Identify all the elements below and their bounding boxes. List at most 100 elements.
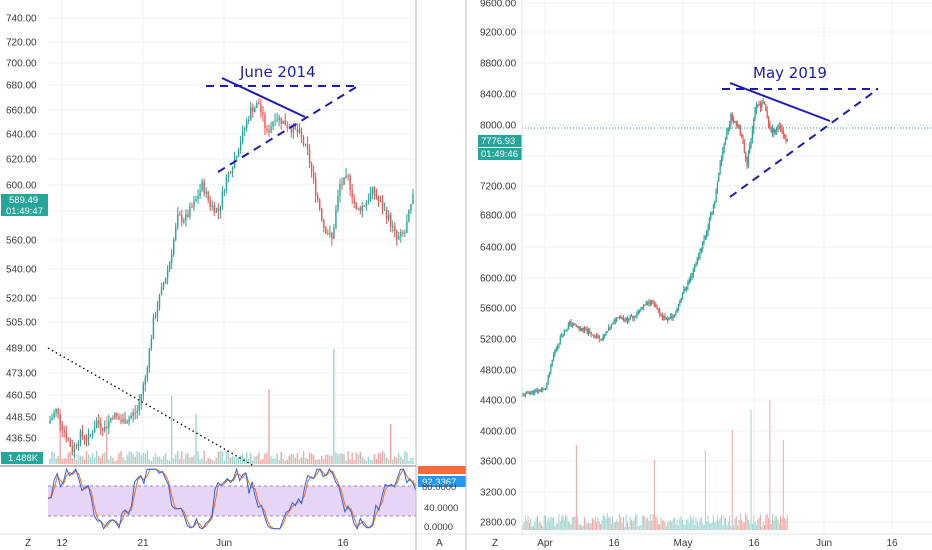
right-candle-body	[634, 316, 637, 318]
left-candle-body	[132, 412, 134, 416]
right-candle-body	[700, 248, 702, 251]
left-time-tag-text: 01:49:47	[6, 206, 43, 217]
right-time-axis[interactable]: Apr 16 May 16 Jun 16	[537, 538, 898, 549]
right-volume-bar	[653, 460, 655, 530]
left-volume-bar	[195, 414, 197, 464]
right-triangle-upper-trendline[interactable]	[729, 82, 831, 122]
right-candle-body	[620, 316, 622, 319]
left-candle-body	[304, 143, 307, 145]
left-candle-body	[308, 149, 311, 164]
right-x-tick-label: 16	[608, 538, 620, 549]
left-volume-bar	[181, 450, 183, 464]
left-auto-scale-button[interactable]: A	[436, 538, 443, 549]
right-candle-body	[661, 314, 663, 318]
right-candle-body	[694, 266, 696, 271]
left-candle-body	[89, 433, 92, 435]
right-candle-body	[761, 103, 763, 108]
right-volume-bar	[555, 523, 557, 530]
right-volume-bar	[630, 519, 632, 530]
left-drawings[interactable]	[47, 77, 360, 467]
right-candle-body	[765, 104, 767, 112]
left-volume-bar	[106, 416, 108, 464]
right-volume-bar	[633, 518, 635, 530]
left-volume-bar	[69, 451, 72, 464]
left-candle-body	[158, 294, 161, 308]
right-volume-bar	[628, 526, 630, 530]
right-volume-bar	[706, 520, 708, 530]
left-volume-bar	[112, 457, 114, 464]
left-x-tick-label: 12	[56, 538, 68, 549]
right-candle-body	[683, 288, 685, 294]
right-volume-bar	[549, 520, 551, 530]
right-candle-body	[539, 390, 541, 392]
right-candle-body	[554, 350, 556, 355]
left-candle-body	[197, 195, 199, 199]
right-volume-bar	[585, 521, 587, 530]
left-chart-panel[interactable]: 740.00 720.00 700.00 680.00 660.00 640.00 620.…	[0, 0, 467, 550]
right-candle-body	[727, 127, 729, 133]
right-drawings[interactable]	[722, 82, 879, 198]
left-candle-body	[93, 427, 96, 433]
right-volume-bar	[613, 522, 615, 530]
left-price-axis[interactable]: 740.00 720.00 700.00 680.00 660.00 640.00 620.…	[6, 14, 37, 445]
right-candle-body	[747, 152, 749, 166]
right-candle-body	[595, 336, 598, 338]
right-candle-body	[671, 316, 673, 319]
right-volume-bar	[574, 516, 576, 530]
left-volume-bar	[400, 456, 402, 464]
right-candle-body	[555, 348, 557, 351]
right-volume-bar	[727, 522, 729, 530]
left-triangle-upper-trendline[interactable]	[221, 77, 306, 118]
left-volume-bar	[321, 455, 323, 464]
right-candle-body	[770, 128, 772, 133]
left-y-tick-label: 489.00	[6, 344, 37, 355]
right-candle-body	[647, 301, 649, 303]
left-candle-body	[217, 208, 220, 212]
left-volume-bar	[288, 455, 291, 464]
right-y-tick-label: 3600.00	[480, 457, 517, 468]
right-volume-bar	[649, 513, 651, 530]
left-volume-bar	[258, 452, 260, 464]
right-volume-bar	[753, 514, 755, 530]
left-timezone-button[interactable]: Z	[25, 538, 31, 549]
left-volume-bar	[207, 457, 209, 464]
right-candle-body	[737, 124, 739, 127]
right-volume-bar	[737, 525, 739, 530]
right-volume-bar	[626, 521, 628, 530]
right-candle-body	[547, 375, 549, 383]
left-volume-bar	[410, 457, 412, 464]
left-candle-body	[377, 198, 380, 202]
left-volume-bar	[128, 451, 130, 464]
left-candle-body	[112, 417, 114, 419]
left-y-tick-label: 740.00	[6, 14, 37, 25]
right-chart-panel[interactable]: 9600.009200.008800.008400.008000.007600.…	[466, 0, 932, 549]
right-candle-body	[691, 275, 693, 278]
right-timezone-button[interactable]: Z	[492, 538, 498, 549]
right-candle-body	[771, 128, 774, 133]
right-triangle-lower-dashed-line[interactable]	[729, 88, 879, 198]
right-candle-body	[538, 390, 540, 392]
right-volume-bar	[715, 521, 717, 530]
left-time-axis[interactable]: 12 21 Jun 16	[56, 538, 349, 549]
left-stochastic-pane[interactable]: 92.3367 80.0000 40.0000 0.0000	[0, 465, 466, 533]
left-volume-bar	[213, 460, 215, 464]
right-volume-bar	[543, 515, 545, 530]
right-candle-body	[702, 242, 704, 249]
right-candle-body	[719, 163, 721, 173]
left-candle-body	[81, 431, 84, 437]
left-volume-bar	[274, 458, 276, 464]
right-volume-bar	[609, 517, 611, 530]
right-candle-body	[785, 136, 787, 141]
right-volume-bar	[704, 450, 706, 530]
left-y-tick-label: 505.00	[6, 318, 37, 329]
left-volume-bar	[99, 458, 102, 464]
right-candle-body	[651, 300, 653, 303]
right-volume-bar	[723, 516, 725, 530]
right-volume-bar	[583, 517, 585, 530]
right-volume-bar	[682, 520, 684, 530]
left-volume-bar	[144, 453, 147, 464]
left-volume-bar	[379, 453, 382, 464]
right-volume-bar	[652, 514, 654, 530]
left-volume-bar	[329, 455, 331, 464]
